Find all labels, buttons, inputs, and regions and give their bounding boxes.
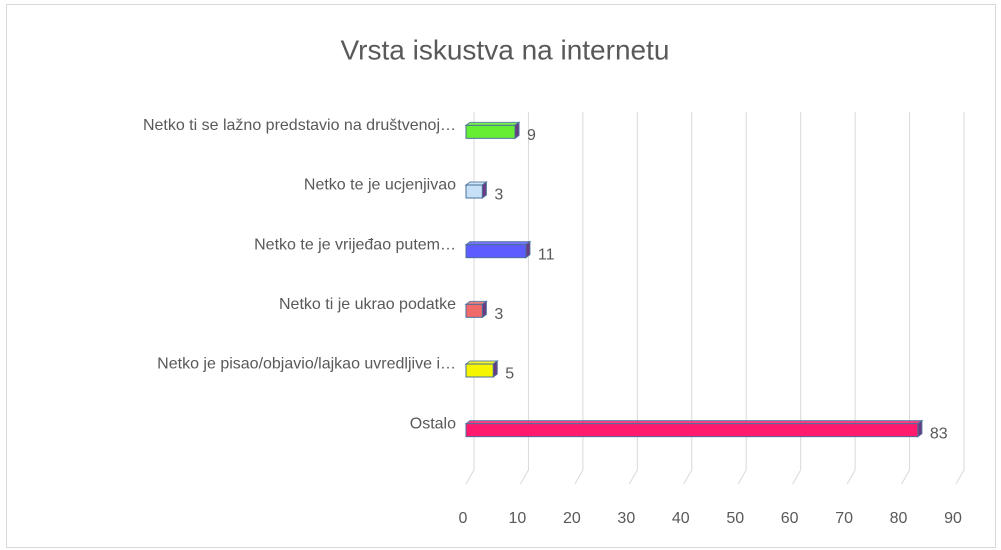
x-tick-label: 60 <box>781 510 799 527</box>
grid-line <box>955 112 965 485</box>
grid-line <box>574 112 584 485</box>
y-tick-label: Netko ti je ukrao podatke <box>279 296 456 313</box>
grid-line <box>465 112 475 485</box>
chart-frame <box>6 4 996 548</box>
x-tick-label: 10 <box>509 510 527 527</box>
bar <box>465 124 516 139</box>
x-tick-label: 70 <box>835 510 853 527</box>
bar-side <box>492 360 498 378</box>
bar-side <box>481 300 487 319</box>
data-label: 3 <box>494 306 503 323</box>
bar <box>465 303 483 318</box>
grid-line <box>628 112 638 485</box>
data-label: 83 <box>930 425 948 442</box>
data-label: 3 <box>494 187 503 204</box>
x-tick-label: 20 <box>563 510 581 527</box>
bar <box>465 244 527 259</box>
grid-line <box>737 112 747 485</box>
y-tick-label: Netko te je ucjenjivao <box>304 177 456 194</box>
grid-line <box>792 112 802 485</box>
bar-side <box>525 240 531 259</box>
grid-line <box>846 112 856 485</box>
x-tick-label: 0 <box>459 510 468 527</box>
bar <box>465 363 494 378</box>
grid-line <box>683 112 693 485</box>
bar-side <box>481 181 487 199</box>
grid-line <box>901 112 911 485</box>
y-tick-label: Ostalo <box>410 415 456 432</box>
data-label: 5 <box>505 366 514 383</box>
data-label: 9 <box>527 127 536 144</box>
bar-side <box>917 419 923 438</box>
grid-line <box>520 112 529 485</box>
y-tick-label: Netko te je vrijeđao putem… <box>254 236 456 253</box>
y-tick-label: Netko je pisao/objavio/lajkao uvredljive… <box>157 356 456 373</box>
data-label: 11 <box>538 246 555 263</box>
y-tick-label: Netko ti se lažno predstavio na društven… <box>143 117 456 134</box>
x-tick-label: 30 <box>617 510 635 527</box>
x-tick-label: 50 <box>726 510 744 527</box>
x-tick-label: 40 <box>672 510 690 527</box>
bar <box>465 184 483 199</box>
bar <box>465 423 919 438</box>
x-tick-label: 80 <box>890 510 908 527</box>
x-tick-label: 90 <box>944 510 962 527</box>
bar-side <box>514 121 520 140</box>
chart-title: Vrsta iskustva na internetu <box>341 34 670 65</box>
